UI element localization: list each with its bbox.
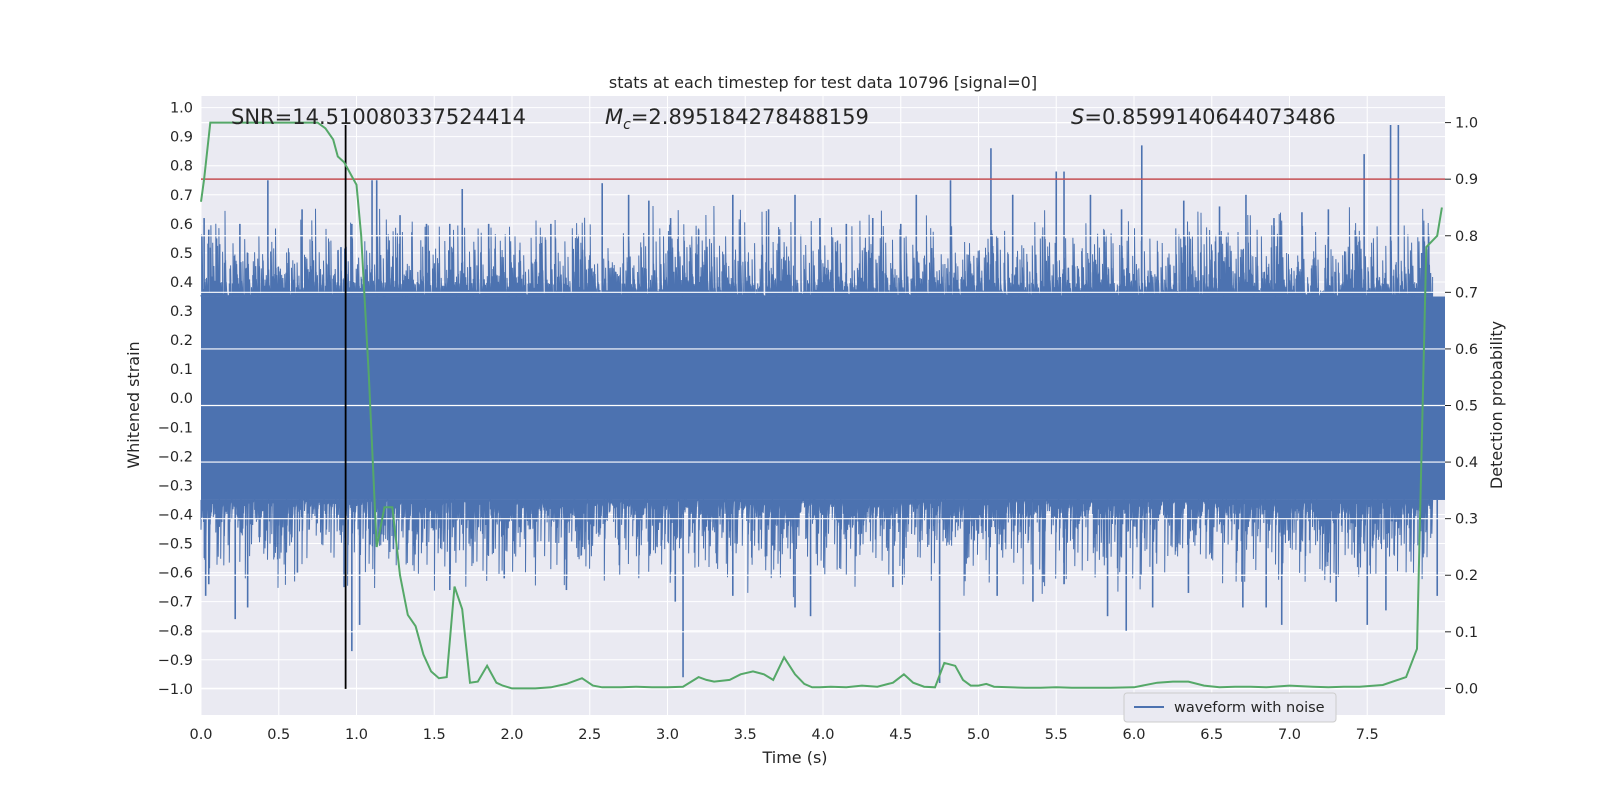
x-tick-labels: 0.0 0.5 1.0 1.5 2.0 2.5 3.0 3.5 4.0 4.5 5.0 5.5 6.0 6… <box>189 727 1378 743</box>
y-tick-label: 0.0 <box>170 391 193 407</box>
y-tick-label: 0.9 <box>170 130 193 146</box>
right-tick-label: 0.8 <box>1455 229 1478 245</box>
x-tick-label: 2.0 <box>500 727 523 743</box>
legend: waveform with noise <box>1123 692 1337 723</box>
x-tick-label: 4.0 <box>811 727 834 743</box>
y-tick-label: −0.7 <box>158 595 193 611</box>
y-tick-label: 0.6 <box>170 217 193 233</box>
x-tick-label: 0.5 <box>267 727 290 743</box>
x-tick-label: 7.5 <box>1356 727 1379 743</box>
y-tick-label: 0.1 <box>170 362 193 378</box>
y-tick-label: −0.5 <box>158 537 193 553</box>
right-axis-grid <box>201 121 1445 690</box>
y-tick-label: −0.4 <box>158 507 193 523</box>
right-tick-label: 0.4 <box>1455 455 1478 471</box>
chart-title: stats at each timestep for test data 107… <box>609 73 1037 92</box>
waveform-series <box>200 125 1445 684</box>
waveform-noise-band <box>201 296 1445 500</box>
x-tick-label: 1.0 <box>345 727 368 743</box>
y-tick-label: 0.7 <box>170 188 193 204</box>
x-tick-label: 6.0 <box>1122 727 1145 743</box>
legend-label: waveform with noise <box>1174 700 1325 716</box>
x-tick-label: 6.5 <box>1200 727 1223 743</box>
y-tick-label: 0.8 <box>170 159 193 175</box>
right-tick-label: 0.5 <box>1455 399 1478 415</box>
y-tick-label: 0.5 <box>170 246 193 262</box>
x-tick-label: 3.5 <box>734 727 757 743</box>
y-axis-label: Whitened strain <box>124 341 143 468</box>
x-tick-label: 1.5 <box>423 727 446 743</box>
y-tick-label: 0.4 <box>170 275 193 291</box>
x-tick-label: 5.5 <box>1045 727 1068 743</box>
x-tick-label: 3.0 <box>656 727 679 743</box>
x-tick-label: 7.0 <box>1278 727 1301 743</box>
y-tick-label: −0.8 <box>158 624 193 640</box>
probability-line <box>200 121 1443 690</box>
legend-box <box>1123 692 1337 723</box>
right-tick-label: 0.0 <box>1455 681 1478 697</box>
y-tick-label: −0.9 <box>158 653 193 669</box>
y-tick-label: 0.2 <box>170 333 193 349</box>
s-annotation: S=0.8599140644073486 <box>1071 105 1336 129</box>
waveform-lower-noise <box>200 498 1434 598</box>
x-tick-label: 2.5 <box>578 727 601 743</box>
right-axis-label: Detection probability <box>1487 321 1506 489</box>
right-tick-label: 0.3 <box>1455 512 1478 528</box>
y-tick-label: 1.0 <box>170 101 193 117</box>
right-tick-label: 0.6 <box>1455 342 1478 358</box>
y-tick-labels: −1.0 −0.9 −0.8 −0.7 −0.6 −0.5 −0.4 −0.3 −0.2 −0.1… <box>158 101 193 698</box>
right-tick-label: 0.2 <box>1455 568 1478 584</box>
right-tick-label: 0.9 <box>1455 172 1478 188</box>
right-tick-labels: 0.0 0.1 0.2 0.3 0.4 0.5 0.6 0.7 0.8 0.9 1.0 <box>1445 116 1478 697</box>
x-tick-label: 5.0 <box>967 727 990 743</box>
chirp-mass-annotation: Mc=2.895184278488159 <box>605 105 869 133</box>
x-tick-label: 4.5 <box>889 727 912 743</box>
x-tick-label: 0.0 <box>189 727 212 743</box>
snr-annotation: SNR=14.510080337524414 <box>231 105 526 129</box>
y-tick-label: −0.1 <box>158 420 193 436</box>
y-tick-label: −0.3 <box>158 478 193 494</box>
y-tick-label: −0.6 <box>158 566 193 582</box>
right-tick-label: 0.1 <box>1455 625 1478 641</box>
right-tick-label: 1.0 <box>1455 116 1478 132</box>
y-tick-label: 0.3 <box>170 304 193 320</box>
y-tick-label: −0.2 <box>158 449 193 465</box>
right-tick-label: 0.7 <box>1455 285 1478 301</box>
x-axis-label: Time (s) <box>761 748 827 767</box>
y-tick-label: −1.0 <box>158 682 193 698</box>
